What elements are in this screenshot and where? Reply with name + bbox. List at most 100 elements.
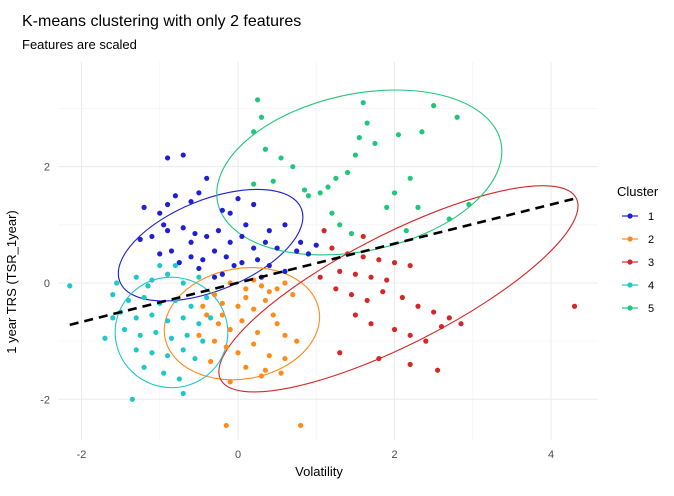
cluster-4-point (137, 332, 143, 338)
cluster-1-point (243, 222, 249, 228)
cluster-3-point (391, 260, 398, 266)
cluster-4-point (180, 315, 186, 321)
cluster-3-point (384, 277, 390, 283)
cluster-1-point (239, 233, 245, 240)
cluster-1-point (141, 204, 147, 210)
x-axis-title: Volatility (295, 464, 343, 479)
cluster-1-point (231, 262, 237, 269)
cluster-3-point (434, 367, 441, 373)
cluster-4-ellipse (114, 276, 229, 389)
cluster-4-point (208, 315, 214, 321)
cluster-4-point (200, 338, 206, 344)
cluster-3-point (431, 309, 437, 315)
cluster-5-point (415, 204, 421, 210)
cluster-ellipses (114, 89, 579, 393)
cluster-1-point (305, 251, 312, 257)
legend-key-point (627, 282, 633, 288)
legend-key-point (627, 305, 633, 311)
legend-label: 4 (648, 280, 654, 292)
regression-line-group (69, 197, 575, 327)
x-tick-label: 0 (235, 449, 241, 461)
cluster-5-point (407, 175, 413, 181)
cluster-2-point (215, 321, 222, 327)
cluster-2-point (227, 326, 233, 333)
cluster-1-point (313, 242, 319, 248)
y-tick-label: -2 (40, 394, 50, 406)
cluster-3-point (407, 361, 413, 367)
legend-item-5: 5 (622, 303, 654, 315)
cluster-3-point (438, 324, 445, 330)
cluster-1-point (251, 245, 257, 251)
cluster-4-point (141, 294, 147, 301)
cluster-2-point (204, 312, 210, 318)
cluster-1-point (211, 248, 218, 254)
cluster-1-point (188, 198, 194, 205)
cluster-4-point (125, 297, 132, 304)
cluster-1-point (219, 207, 225, 213)
cluster-5-point (466, 201, 472, 208)
cluster-3-point (407, 262, 413, 269)
cluster-1-point (149, 233, 155, 240)
cluster-4-point (129, 396, 135, 402)
x-tick-label: 2 (391, 449, 397, 461)
cluster-2-point (290, 292, 296, 298)
cluster-3-point (360, 254, 366, 260)
cluster-5-point (344, 169, 351, 176)
cluster-5-point (329, 210, 335, 216)
cluster-1-point (157, 251, 163, 257)
cluster-4-point (145, 283, 151, 289)
cluster-2-point (251, 341, 257, 347)
y-axis-title: 1 year TRS (TSR_1year) (4, 210, 19, 354)
cluster-5-point (403, 228, 409, 234)
cluster-3-point (352, 271, 358, 277)
cluster-5-point (384, 204, 390, 210)
cluster-4-point (184, 332, 190, 338)
cluster-2-point (239, 318, 245, 324)
cluster-2-point (254, 329, 261, 336)
cluster-1-point (196, 265, 202, 272)
cluster-3-ellipse (218, 185, 579, 393)
legend-items: 1 2 3 4 5 (622, 211, 654, 315)
cluster-1-point (164, 228, 171, 234)
legend-key-point (627, 259, 633, 265)
legend-item-2: 2 (622, 234, 654, 246)
cluster-3-point (321, 228, 327, 234)
legend-item-3: 3 (622, 257, 654, 269)
cluster-1-point (204, 233, 210, 240)
cluster-1-ellipse (117, 188, 304, 302)
regression-line (69, 197, 575, 327)
cluster-3-point (337, 350, 343, 356)
cluster-4-point (110, 315, 116, 321)
cluster-4-point (114, 280, 120, 286)
cluster-4-point (149, 350, 155, 356)
cluster-2-point (211, 292, 218, 298)
cluster-5-point (352, 152, 358, 158)
cluster-1-point (298, 239, 304, 245)
cluster-5-point (337, 222, 343, 228)
cluster-3-point (368, 274, 374, 280)
cluster-2-point (282, 355, 288, 362)
cluster-1-point (282, 268, 288, 274)
y-tick-label: 2 (44, 162, 50, 174)
cluster-1-point (262, 239, 268, 245)
cluster-3-point (352, 312, 358, 318)
cluster-2-point (223, 344, 229, 350)
cluster-1-point (164, 201, 171, 208)
legend-label: 2 (648, 234, 654, 246)
cluster-3-point (333, 286, 339, 292)
cluster-4-point (164, 353, 171, 359)
cluster-1-point (294, 248, 300, 254)
cluster-3-point (337, 268, 343, 274)
cluster-2-point (223, 422, 229, 429)
cluster-3-point (571, 303, 578, 309)
legend-label: 3 (648, 257, 654, 269)
cluster-2-point (258, 373, 265, 379)
cluster-3-point (399, 294, 405, 301)
cluster-3-point (391, 326, 398, 333)
cluster-5-point (431, 103, 437, 109)
cluster-5-point (356, 135, 362, 141)
cluster-1-point (204, 175, 210, 181)
cluster-4-point (133, 347, 139, 353)
cluster-2-point (294, 338, 300, 344)
cluster-4-point (172, 262, 178, 269)
